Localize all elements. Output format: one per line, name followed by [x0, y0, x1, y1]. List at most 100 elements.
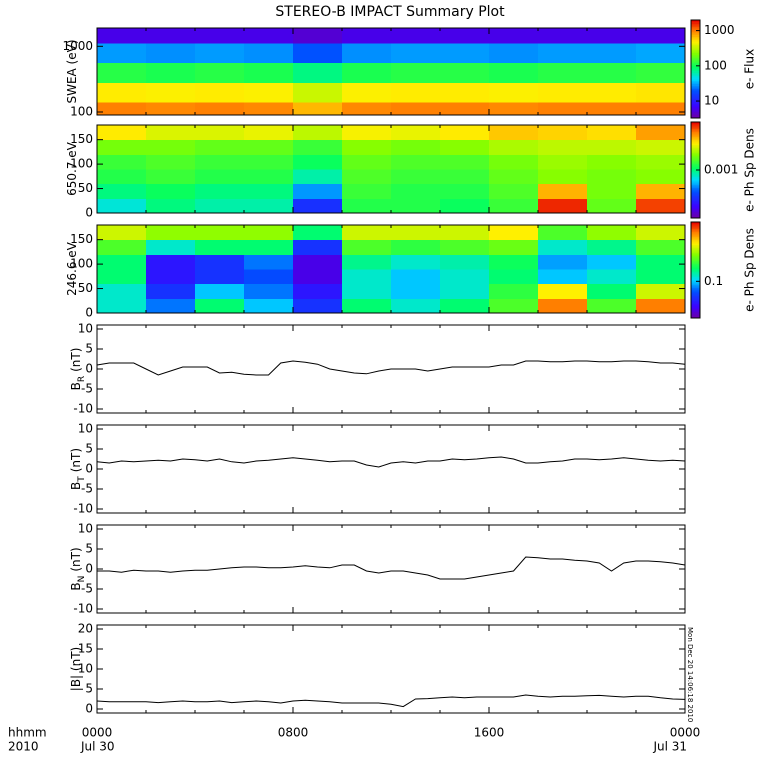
colorbar-step [691, 303, 700, 306]
colorbar-step [691, 128, 700, 131]
colorbar-step [691, 244, 700, 247]
colorbar-step [691, 241, 700, 244]
panel: -10 -5 0 5 10 BN (nT) [69, 522, 686, 616]
heatmap-cell [636, 225, 686, 241]
colorbar-step [691, 192, 700, 195]
heatmap-cell [342, 283, 392, 299]
colorbar-step [691, 31, 700, 34]
colorbar-step [691, 170, 700, 173]
y-axis-label: |B| (nT) [69, 647, 83, 691]
colorbar-step [691, 41, 700, 44]
heatmap-cell [244, 62, 294, 83]
heatmap-cell [146, 102, 196, 116]
heatmap-cell [587, 169, 637, 185]
heatmap-cell [195, 42, 245, 64]
heatmap-cell [195, 28, 245, 44]
colorbar-label: e- Ph Sp Dens [743, 228, 757, 312]
colorbar-step [691, 316, 700, 319]
y-tick-label: 0 [85, 702, 93, 716]
colorbar-label: e- Ph Sp Dens [743, 128, 757, 212]
axis-row-label: 2010 [8, 740, 39, 754]
heatmap-cell [97, 139, 147, 155]
colorbar-step [691, 176, 700, 179]
heatmap-cell [538, 42, 588, 64]
heatmap-cell [146, 125, 196, 141]
colorbar-step [691, 69, 700, 72]
colorbar-step [691, 158, 700, 161]
y-tick-label: 5 [85, 342, 93, 356]
colorbar-step [691, 286, 700, 289]
heatmap-cell [587, 198, 637, 214]
colorbar-tick-label: 10 [704, 94, 719, 108]
colorbar-step [691, 260, 700, 263]
heatmap-cell [440, 169, 490, 185]
y-tick-label: -10 [73, 402, 93, 416]
colorbar-step [691, 116, 700, 119]
colorbar-step [691, 297, 700, 300]
heatmap-cell [636, 169, 686, 185]
date-label: Jul 31 [652, 740, 687, 754]
y-tick-label: 1000 [62, 39, 93, 53]
y-axis-label-text: |B| (nT) [69, 647, 83, 691]
colorbar-step [691, 252, 700, 255]
colorbar-tick-label: 0.001 [704, 163, 738, 177]
heatmap-cell [146, 42, 196, 64]
heatmap-cell [636, 298, 686, 314]
heatmap-cell [489, 254, 539, 270]
heatmap-cell [293, 62, 343, 83]
heatmap-cell [391, 102, 441, 116]
y-tick-label: 10 [78, 422, 93, 436]
y-tick-label: 0 [85, 206, 93, 220]
heatmap-cell [391, 183, 441, 199]
colorbar-step [691, 200, 700, 203]
heatmap-cell [440, 298, 490, 314]
colorbar-step [691, 223, 700, 226]
heatmap-cell [146, 198, 196, 214]
colorbar-step [691, 163, 700, 166]
heatmap-cell [244, 183, 294, 199]
colorbar-step [691, 249, 700, 252]
colorbar-step [691, 226, 700, 229]
y-axis-label-text: 650.7 eV [65, 141, 79, 196]
heatmap-cell [636, 198, 686, 214]
heatmap-cell [195, 169, 245, 185]
colorbar-step [691, 300, 700, 303]
heatmap-cell [293, 154, 343, 170]
heatmap-cell [636, 82, 686, 103]
y-tick-label: 150 [70, 232, 93, 246]
heatmap-cell [244, 102, 294, 116]
heatmap-cell [489, 139, 539, 155]
heatmap-cell [342, 154, 392, 170]
colorbar-step [691, 106, 700, 109]
heatmap-cell [97, 125, 147, 141]
colorbar-step [691, 242, 700, 245]
heatmap-cell [244, 82, 294, 103]
colorbar-step [691, 292, 700, 295]
heatmap-cell [587, 28, 637, 44]
heatmap-cell [342, 28, 392, 44]
heatmap-cell [97, 198, 147, 214]
colorbar-step [691, 147, 700, 150]
heatmap-cell [244, 269, 294, 285]
heatmap-cell [636, 269, 686, 285]
heatmap-cell [293, 225, 343, 241]
heatmap-cell [342, 62, 392, 83]
colorbar-step [691, 104, 700, 108]
heatmap-cell [538, 225, 588, 241]
heatmap-cell [489, 169, 539, 185]
heatmap-cell [342, 239, 392, 255]
heatmap-cell [97, 28, 147, 44]
heatmap-cell [195, 125, 245, 141]
heatmap-cell [391, 125, 441, 141]
heatmap-cell [342, 198, 392, 214]
colorbar-step [691, 111, 700, 114]
heatmap-cell [146, 269, 196, 285]
y-axis-label-sub: N [77, 576, 87, 583]
heatmap-cell [391, 62, 441, 83]
colorbar-step [691, 142, 700, 145]
colorbar-step [691, 182, 700, 185]
colorbar-step [691, 266, 700, 269]
heatmap-cell [146, 82, 196, 103]
heatmap-cell [538, 239, 588, 255]
colorbar-step [691, 197, 700, 200]
